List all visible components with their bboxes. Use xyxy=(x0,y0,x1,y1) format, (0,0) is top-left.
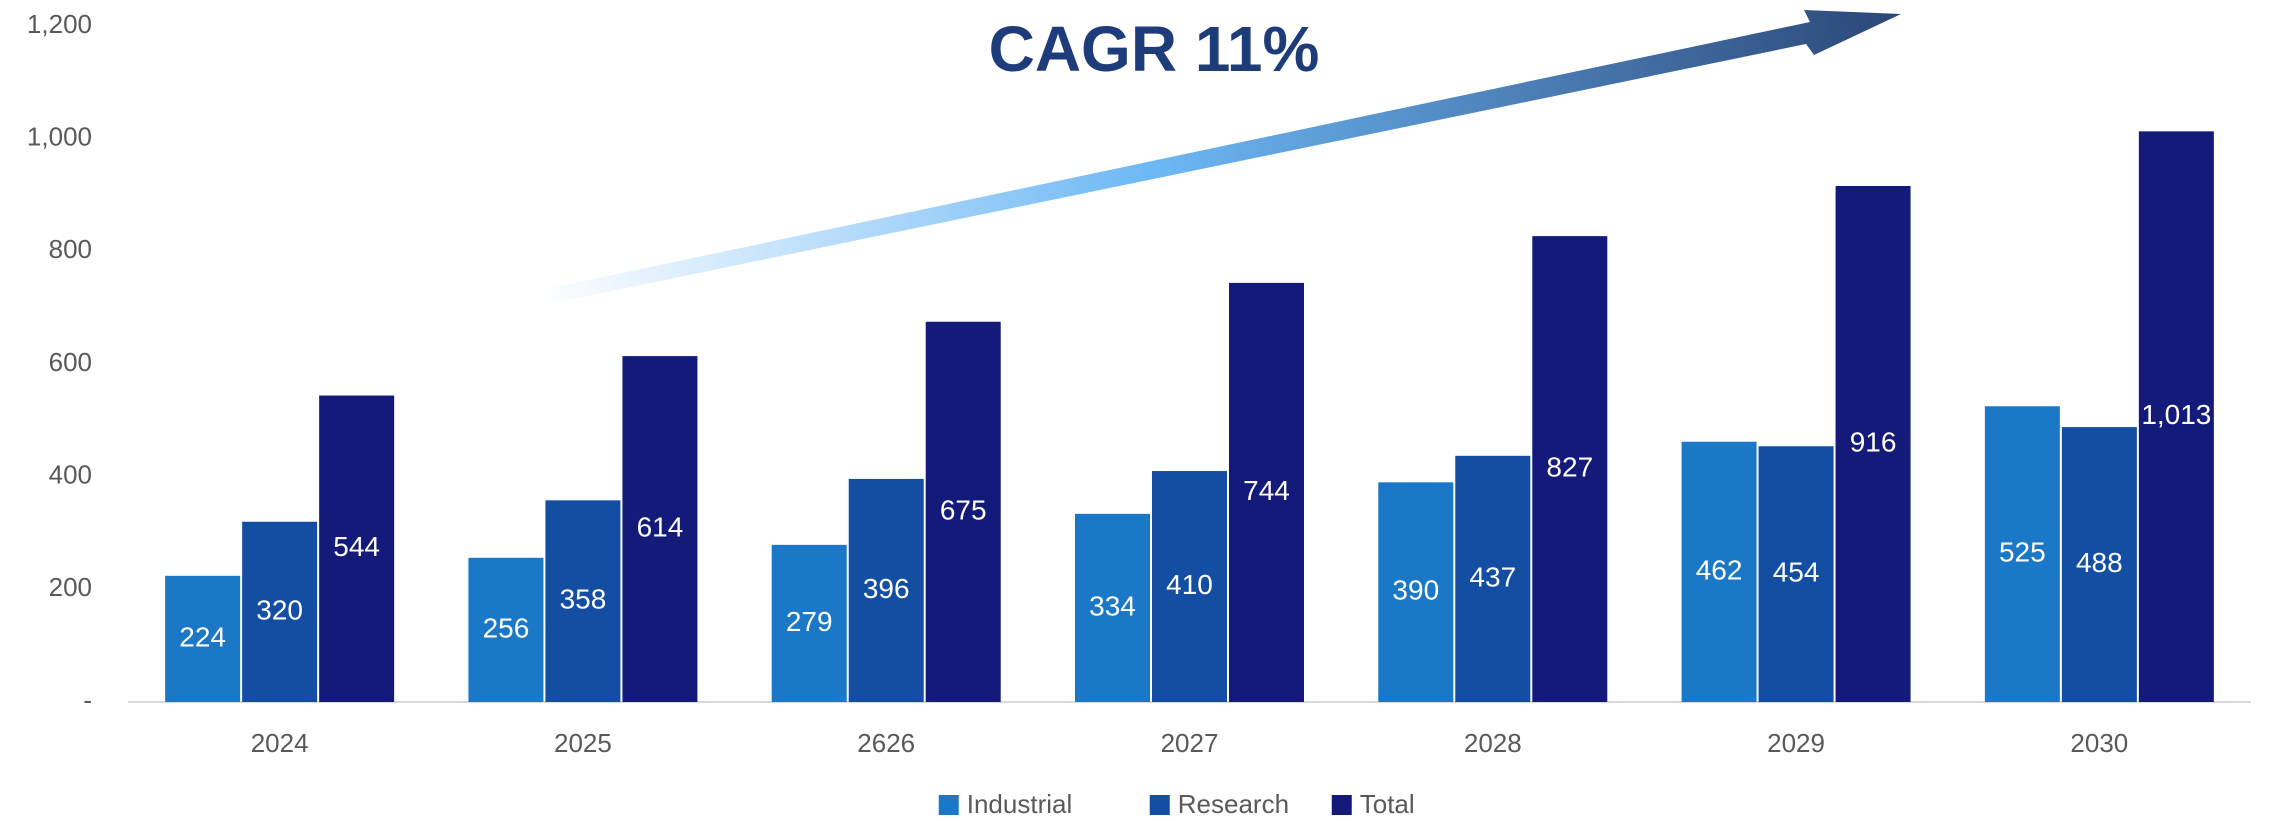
bar xyxy=(622,356,698,702)
value-label: 827 xyxy=(1546,451,1593,482)
bar xyxy=(242,521,318,702)
bar xyxy=(1758,446,1834,702)
bar xyxy=(165,575,241,702)
y-tick-label: 1,000 xyxy=(27,122,92,152)
x-tick-label: 2024 xyxy=(251,728,309,758)
value-label: 488 xyxy=(2076,547,2123,578)
value-label: 525 xyxy=(1999,537,2046,568)
bar xyxy=(1378,482,1454,702)
value-label: 1,013 xyxy=(2141,399,2211,430)
value-label: 437 xyxy=(1469,561,1516,592)
bar xyxy=(1455,455,1531,702)
bar xyxy=(319,395,395,702)
bar xyxy=(1532,236,1608,702)
value-label: 320 xyxy=(256,594,303,625)
value-label: 279 xyxy=(786,606,833,637)
value-label: 744 xyxy=(1243,475,1290,506)
bar xyxy=(468,557,544,702)
value-label: 256 xyxy=(483,612,530,643)
bar xyxy=(1835,185,1911,702)
legend-label: Research xyxy=(1178,789,1289,819)
y-tick-label: 600 xyxy=(49,347,92,377)
value-label: 358 xyxy=(560,584,607,615)
bar xyxy=(771,544,847,702)
y-tick-label: 1,200 xyxy=(27,9,92,39)
x-tick-label: 2029 xyxy=(1767,728,1825,758)
value-label: 462 xyxy=(1696,554,1743,585)
bar xyxy=(545,500,621,702)
legend-label: Industrial xyxy=(967,789,1073,819)
bar xyxy=(1152,471,1227,702)
legend-swatch xyxy=(1331,795,1352,815)
value-label: 396 xyxy=(863,573,910,604)
value-label: 410 xyxy=(1166,569,1213,600)
trend-arrow xyxy=(532,10,1901,306)
legend-label: Total xyxy=(1360,789,1415,819)
annotation: CAGR 11% xyxy=(989,13,1320,85)
value-label: 334 xyxy=(1089,590,1136,621)
bar xyxy=(1681,441,1757,702)
x-tick-label: 2626 xyxy=(857,728,915,758)
x-tick-label: 2030 xyxy=(2070,728,2128,758)
bar xyxy=(1984,406,2060,702)
value-label: 675 xyxy=(940,494,987,525)
value-label: 614 xyxy=(637,511,684,542)
bar xyxy=(848,478,924,702)
x-tick-label: 2027 xyxy=(1161,728,1219,758)
y-tick-label: - xyxy=(83,685,92,715)
value-label: 544 xyxy=(333,531,380,562)
y-tick-label: 800 xyxy=(49,234,92,264)
bar xyxy=(2138,131,2214,703)
x-tick-label: 2025 xyxy=(554,728,612,758)
value-label: 454 xyxy=(1773,557,1820,588)
bar xyxy=(2061,427,2137,702)
value-label: 390 xyxy=(1392,575,1439,606)
y-tick-label: 400 xyxy=(49,460,92,490)
value-label: 916 xyxy=(1850,426,1897,457)
y-tick-label: 200 xyxy=(49,572,92,602)
legend-swatch xyxy=(938,795,959,815)
bar xyxy=(1075,513,1150,702)
legend-swatch xyxy=(1149,795,1170,815)
value-label: 224 xyxy=(179,621,226,652)
x-tick-label: 2028 xyxy=(1464,728,1522,758)
bar xyxy=(925,321,1001,702)
bar xyxy=(1229,282,1304,702)
